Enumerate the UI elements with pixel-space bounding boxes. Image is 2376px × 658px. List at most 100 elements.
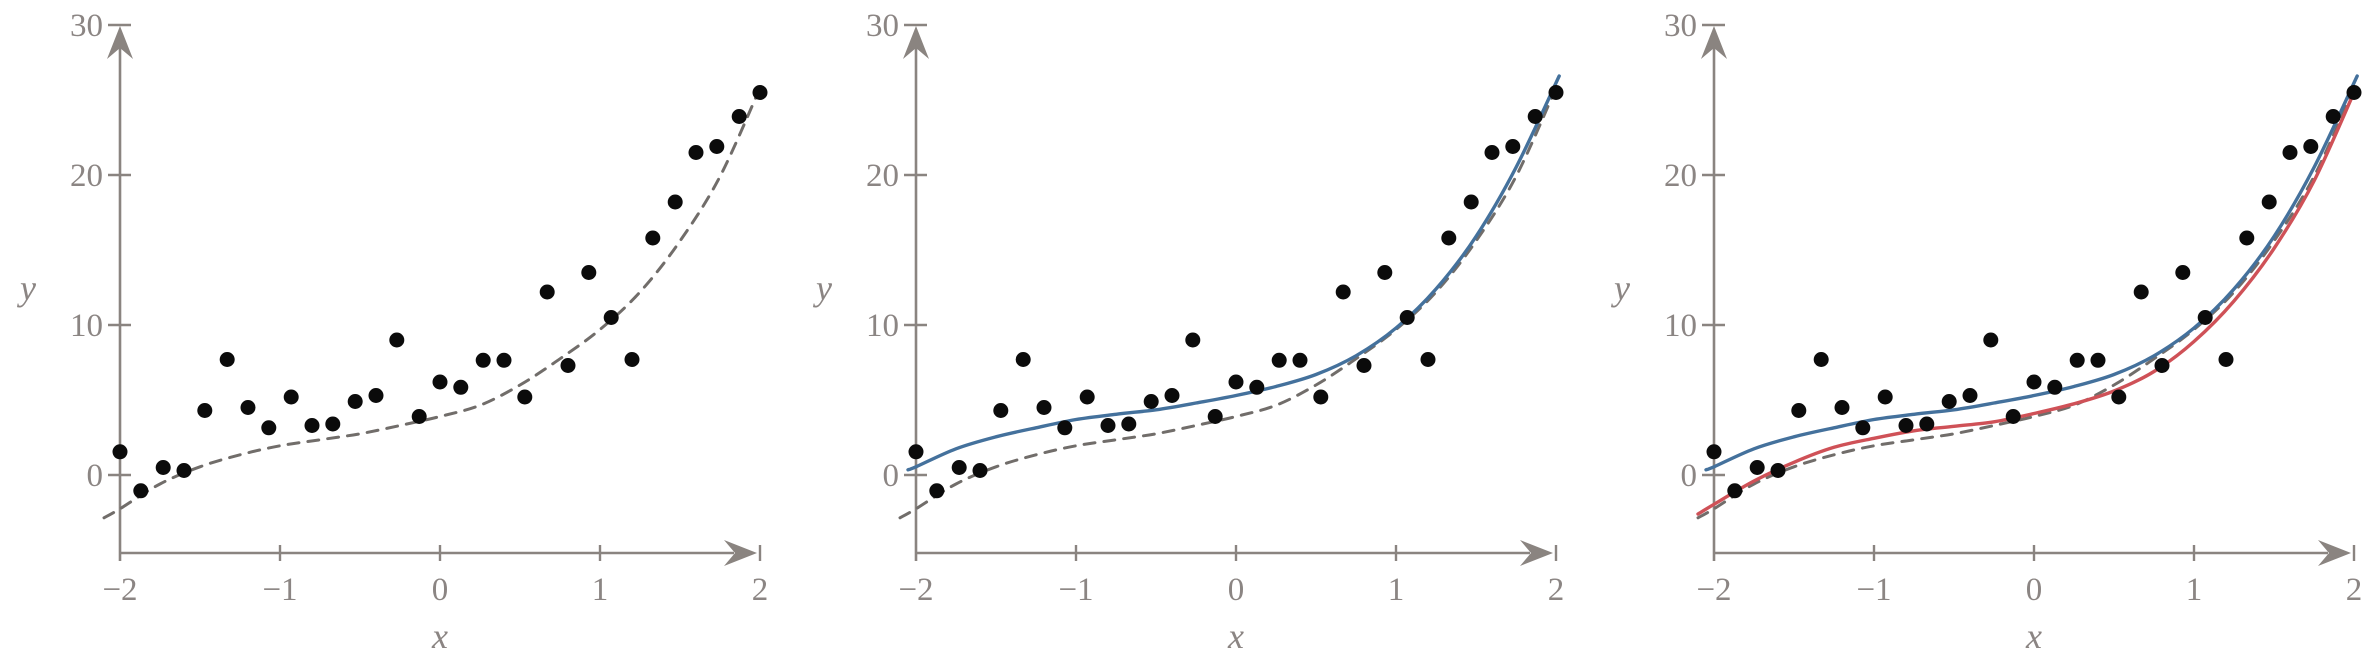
scatter-point [603, 310, 619, 325]
scatter-point [1207, 409, 1223, 424]
scatter-point [731, 109, 747, 124]
scatter-point [1079, 389, 1095, 405]
scatter-point [2154, 358, 2170, 373]
scatter-point [240, 400, 256, 415]
y-tick-label: 20 [70, 158, 103, 194]
scatter-point [1727, 483, 1743, 499]
scatter-point [453, 379, 469, 395]
y-axis-arrowhead [107, 26, 133, 59]
dashed-gray-curve [102, 86, 762, 520]
scatter-point [1770, 463, 1786, 478]
scatter-point [496, 352, 512, 368]
scatter-point [389, 332, 405, 348]
scatter-point [908, 444, 924, 460]
scatter-point [752, 85, 768, 100]
scatter-point [667, 194, 683, 210]
scatter-point [1749, 460, 1765, 475]
scatter-point [1877, 389, 1893, 405]
scatter-point [581, 265, 597, 280]
x-tick-label: −1 [1856, 572, 1891, 608]
scatter-point [560, 358, 576, 373]
y-tick-label: 10 [70, 308, 103, 344]
scatter-point [951, 460, 967, 475]
scatter-point [1855, 420, 1871, 436]
scatter-point [688, 145, 704, 160]
scatter-point [1813, 352, 1829, 367]
y-tick-label: 0 [1681, 458, 1698, 494]
scatter-point [709, 139, 725, 154]
scatter-point [325, 416, 341, 432]
scatter-point [1143, 394, 1159, 409]
scatter-point [2325, 109, 2341, 124]
scatter-point [1057, 420, 1073, 436]
y-tick-label: 30 [1664, 8, 1697, 44]
scatter-point [2346, 85, 2362, 100]
x-tick-label: 0 [1228, 572, 1245, 608]
scatter-point [1292, 352, 1308, 368]
y-axis-arrowhead [903, 26, 929, 59]
y-axis-label: y [17, 268, 36, 308]
scatter-point [1399, 310, 1415, 325]
scatter-point [1919, 416, 1935, 432]
scatter-point [2069, 352, 2085, 368]
y-tick-label: 10 [1664, 308, 1697, 344]
x-axis-arrowhead [2318, 540, 2351, 566]
dashed-gray-curve [898, 86, 1558, 520]
scatter-point [1036, 400, 1052, 415]
x-tick-label: 0 [432, 572, 449, 608]
scatter-point [1791, 403, 1807, 418]
scatter-point [972, 463, 988, 478]
y-tick-label: 30 [866, 8, 899, 44]
scatter-point [1527, 109, 1543, 124]
scatter-point [1249, 379, 1265, 395]
scatter-point [1898, 418, 1914, 433]
scatter-point [2197, 310, 2213, 325]
scatter-point [2090, 352, 2106, 368]
panel-with-blue-fit: 0 10 20 30 −2 −1 0 1 2 y x [813, 8, 1564, 656]
scatter-point [1185, 332, 1201, 348]
x-tick-label: 1 [1388, 572, 1405, 608]
x-tick-label: −1 [262, 572, 297, 608]
scatter-points [1706, 85, 2362, 499]
scatter-point [2261, 194, 2277, 210]
x-axis-label: x [2025, 616, 2042, 656]
scatter-point [411, 409, 427, 424]
x-tick-label: 1 [2186, 572, 2203, 608]
scatter-point [155, 460, 171, 475]
x-axis-arrowhead [724, 540, 757, 566]
red-curve [1696, 90, 2356, 516]
blue-curve [1704, 74, 2359, 472]
y-tick-label: 0 [87, 458, 104, 494]
scatter-point [1100, 418, 1116, 433]
scatter-point [1962, 388, 1978, 403]
scatter-point [2282, 145, 2298, 160]
scatter-point [2133, 284, 2149, 300]
x-tick-label: −2 [102, 572, 137, 608]
scatter-point [1015, 352, 1031, 367]
scatter-point [1834, 400, 1850, 415]
scatter-point [2005, 409, 2021, 424]
x-tick-label: 2 [2346, 572, 2363, 608]
y-axis-label: y [1611, 268, 1630, 308]
y-tick-label: 30 [70, 8, 103, 44]
panel-with-blue-and-red-fit: 0 10 20 30 −2 −1 0 1 2 y x [1611, 8, 2363, 656]
dashed-gray-curve [1696, 86, 2356, 520]
scatter-point [133, 483, 149, 499]
scatter-point [1228, 374, 1244, 390]
scatter-point [2026, 374, 2042, 390]
scatter-point [1164, 388, 1180, 403]
scatter-point [176, 463, 192, 478]
scatter-point [1548, 85, 1564, 100]
scatter-point [1706, 444, 1722, 460]
scatter-point [2239, 230, 2255, 246]
y-axis-label: y [813, 268, 832, 308]
scatter-point [929, 483, 945, 499]
scatter-point [2303, 139, 2319, 154]
scatter-point [219, 352, 235, 367]
scatter-point [1983, 332, 1999, 348]
x-tick-label: 2 [752, 572, 769, 608]
scatter-point [1377, 265, 1393, 280]
x-axis-label: x [431, 616, 448, 656]
scatter-point [539, 284, 555, 300]
